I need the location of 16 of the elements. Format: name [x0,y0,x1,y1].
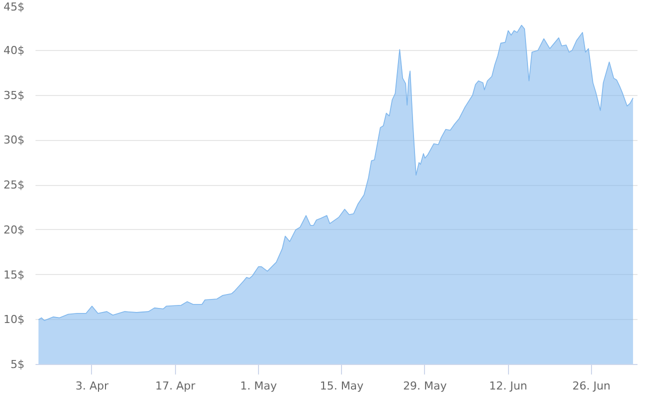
y-tick-label: 30$ [4,134,25,147]
y-tick-label: 40$ [4,44,25,57]
y-tick-label: 10$ [4,313,25,326]
x-tick-label: 12. Jun [489,380,528,392]
x-tick-label: 17. Apr [155,380,196,392]
x-tick-label: 29. May [403,380,448,392]
y-tick-label: 35$ [4,88,25,102]
y-tick-label: 5$ [10,358,25,371]
y-tick-label: 25$ [4,178,25,192]
y-tick-label: 15$ [4,268,25,282]
x-tick-label: 26. Jun [572,380,611,392]
y-tick-label: 45$ [4,0,25,14]
x-tick-label: 3. Apr [75,380,109,392]
y-tick-label: 20$ [4,223,25,236]
x-tick-label: 15. May [320,380,364,392]
x-tick-label: 1. May [240,380,278,392]
